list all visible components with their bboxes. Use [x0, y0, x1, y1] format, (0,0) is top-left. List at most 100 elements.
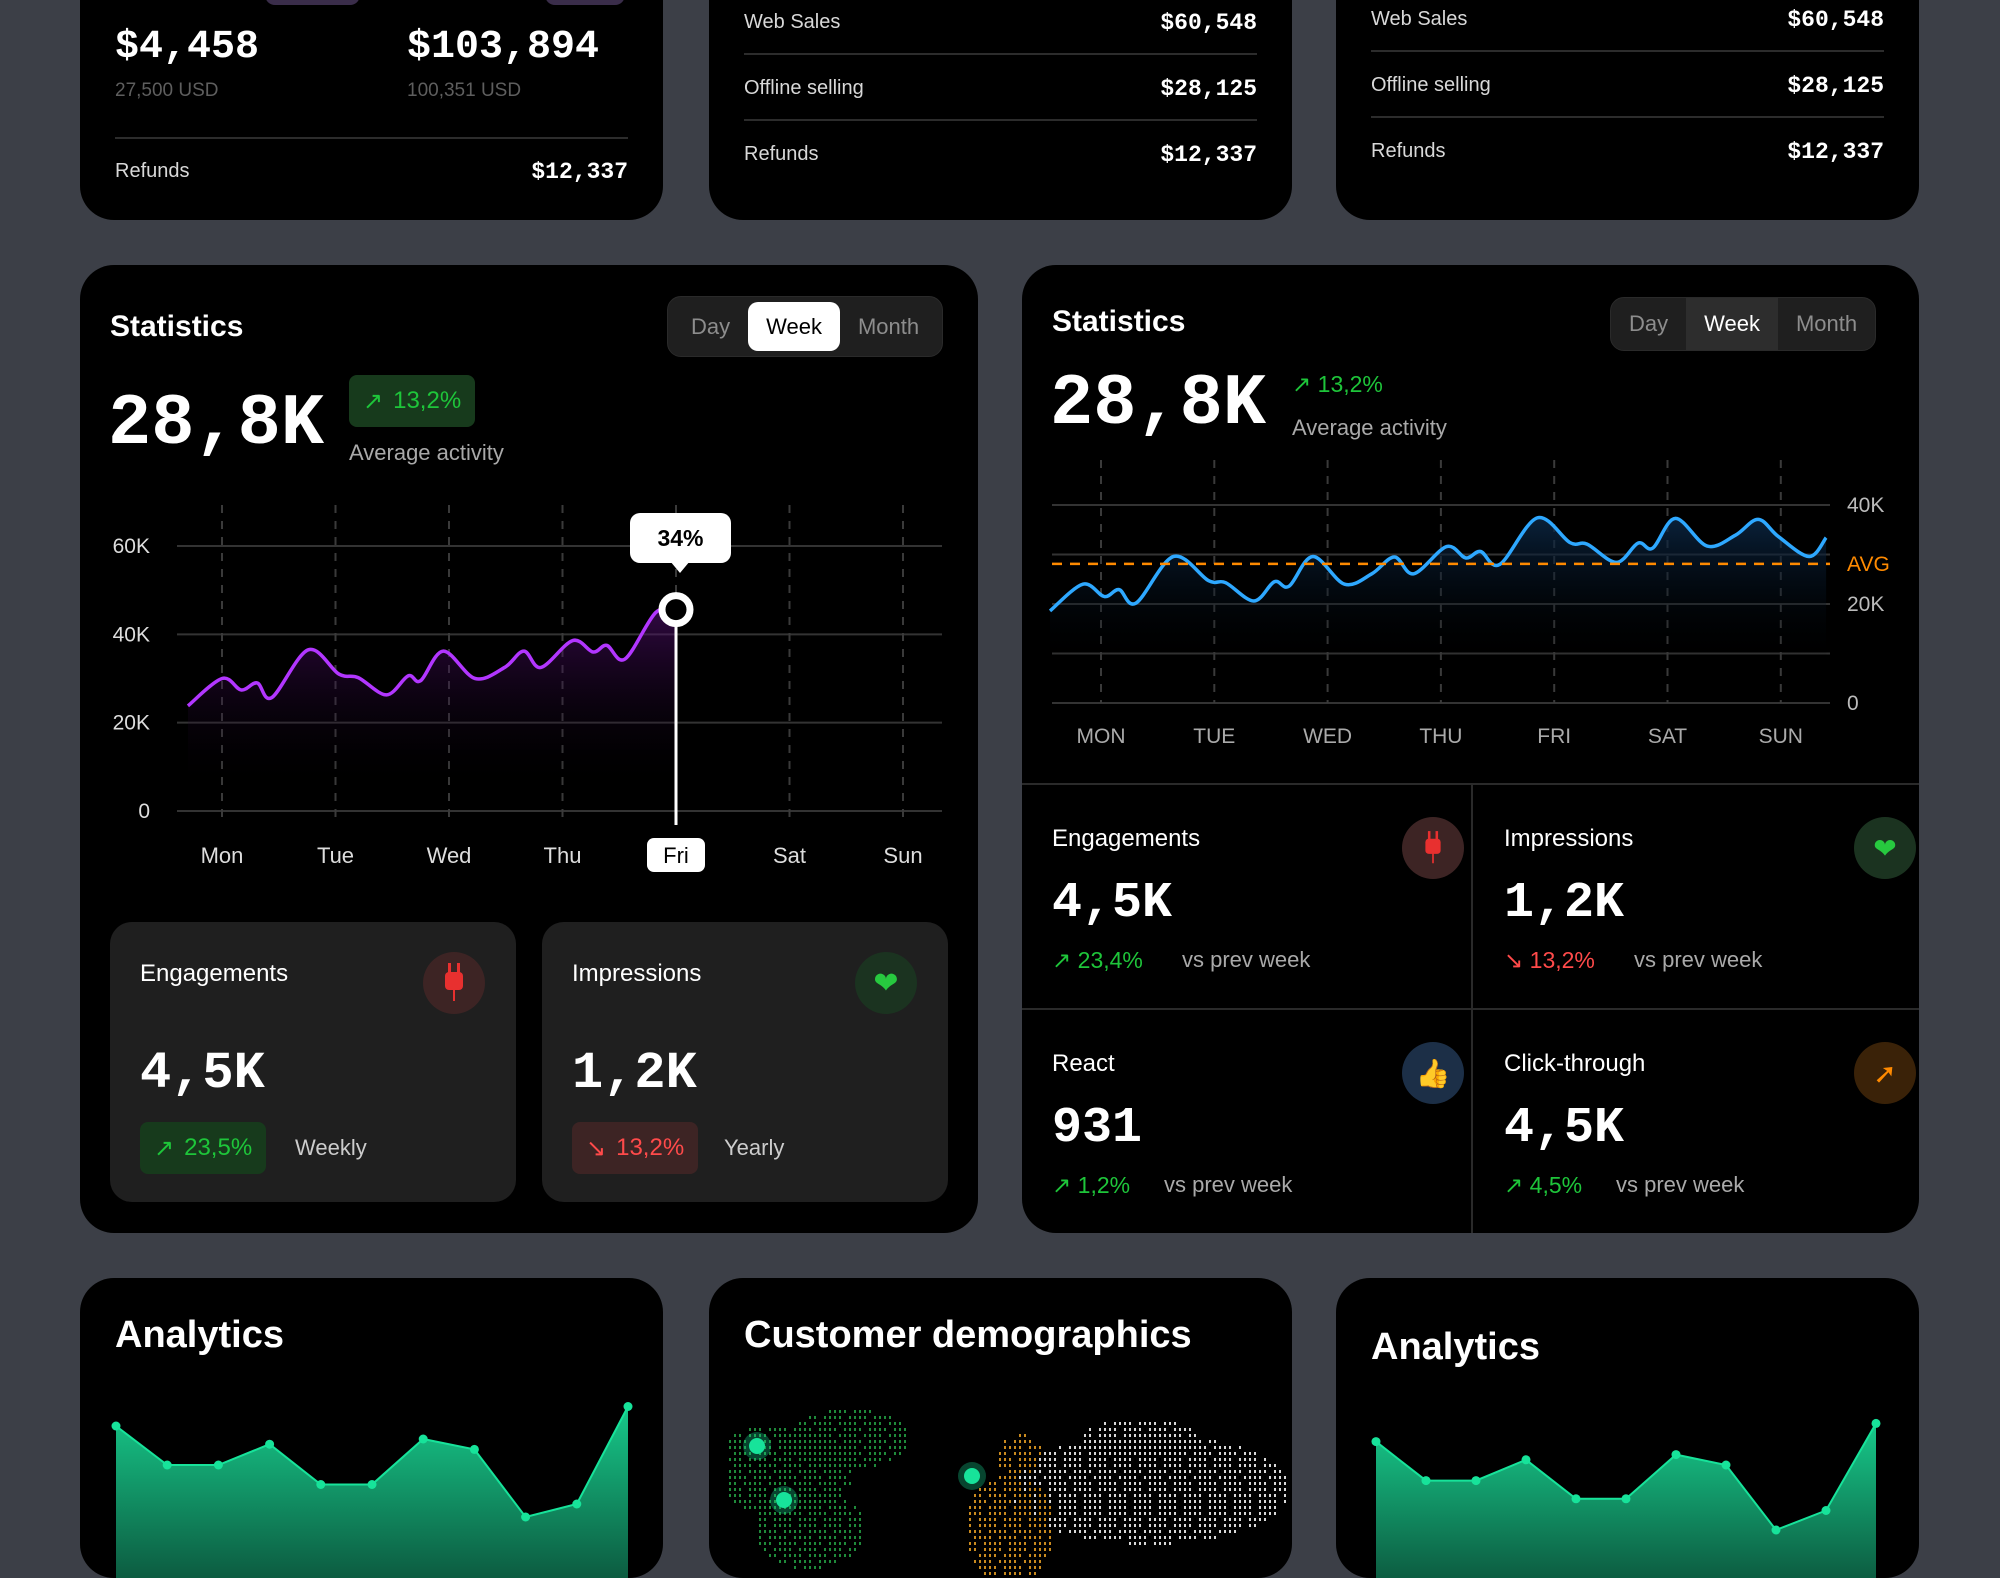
map-dot — [794, 1512, 796, 1515]
map-dot — [1049, 1524, 1051, 1527]
map-dot — [1194, 1440, 1196, 1443]
map-dot — [1134, 1524, 1136, 1527]
map-dot — [1274, 1470, 1276, 1473]
tab-marker[interactable] — [265, 0, 360, 5]
map-dot — [764, 1458, 766, 1461]
map-dot — [824, 1434, 826, 1437]
map-dot — [1089, 1434, 1091, 1437]
map-dot — [1189, 1482, 1191, 1485]
map-dot — [824, 1458, 826, 1461]
map-dot — [849, 1524, 851, 1527]
map-dot — [804, 1476, 806, 1479]
location-pin-icon — [749, 1438, 765, 1454]
map-dot — [1274, 1494, 1276, 1497]
map-dot — [1014, 1542, 1016, 1545]
map-dot — [809, 1542, 811, 1545]
map-dot — [829, 1548, 831, 1551]
map-dot — [1284, 1476, 1286, 1479]
map-dot — [1014, 1500, 1016, 1503]
map-dot — [1224, 1494, 1226, 1497]
map-dot — [739, 1434, 741, 1437]
map-dot — [989, 1524, 991, 1527]
map-dot — [1089, 1470, 1091, 1473]
map-dot — [1174, 1494, 1176, 1497]
map-dot — [999, 1548, 1001, 1551]
map-dot — [1159, 1470, 1161, 1473]
map-dot — [1039, 1506, 1041, 1509]
map-dot — [779, 1518, 781, 1521]
tile-note: vs prev week — [1634, 947, 1762, 973]
map-dot — [769, 1536, 771, 1539]
map-dot — [829, 1482, 831, 1485]
map-dot — [1089, 1518, 1091, 1521]
map-dot — [784, 1476, 786, 1479]
map-dot — [1134, 1494, 1136, 1497]
map-dot — [1114, 1536, 1116, 1539]
map-dot — [1114, 1494, 1116, 1497]
map-dot — [809, 1506, 811, 1509]
map-dot — [834, 1542, 836, 1545]
map-dot — [1039, 1536, 1041, 1539]
map-dot — [1159, 1530, 1161, 1533]
map-dot — [1199, 1494, 1201, 1497]
map-dot — [1214, 1482, 1216, 1485]
map-dot — [734, 1458, 736, 1461]
map-dot — [1074, 1458, 1076, 1461]
map-dot — [734, 1446, 736, 1449]
map-dot — [1139, 1536, 1141, 1539]
map-dot — [1234, 1512, 1236, 1515]
map-dot — [1079, 1446, 1081, 1449]
map-dot — [1279, 1488, 1281, 1491]
map-dot — [1259, 1482, 1261, 1485]
map-dot — [839, 1518, 841, 1521]
map-dot — [1169, 1506, 1171, 1509]
map-dot — [804, 1452, 806, 1455]
map-dot — [829, 1494, 831, 1497]
map-dot — [889, 1458, 891, 1461]
map-dot — [1039, 1482, 1041, 1485]
map-dot — [1139, 1494, 1141, 1497]
map-dot — [869, 1434, 871, 1437]
map-dot — [829, 1506, 831, 1509]
map-dot — [809, 1530, 811, 1533]
map-dot — [1194, 1446, 1196, 1449]
map-dot — [894, 1428, 896, 1431]
map-dot — [799, 1506, 801, 1509]
map-dot — [1164, 1464, 1166, 1467]
map-dot — [799, 1518, 801, 1521]
map-dot — [1014, 1482, 1016, 1485]
map-dot — [1129, 1458, 1131, 1461]
map-dot — [1254, 1524, 1256, 1527]
map-dot — [1084, 1524, 1086, 1527]
map-dot — [1014, 1440, 1016, 1443]
map-dot — [869, 1458, 871, 1461]
map-dot — [814, 1518, 816, 1521]
trend-up-icon: ↗ — [1504, 1172, 1530, 1198]
map-dot — [834, 1554, 836, 1557]
tab-marker[interactable] — [545, 0, 625, 5]
map-dot — [734, 1482, 736, 1485]
map-dot — [764, 1512, 766, 1515]
map-dot — [1069, 1446, 1071, 1449]
map-dot — [1249, 1458, 1251, 1461]
map-dot — [1099, 1494, 1101, 1497]
map-dot — [1279, 1482, 1281, 1485]
map-dot — [809, 1416, 811, 1419]
map-dot — [1149, 1500, 1151, 1503]
map-dot — [769, 1428, 771, 1431]
map-dot — [984, 1500, 986, 1503]
map-dot — [1194, 1512, 1196, 1515]
map-dot — [1064, 1488, 1066, 1491]
map-dot — [1134, 1530, 1136, 1533]
map-dot — [729, 1476, 731, 1479]
map-dot — [1189, 1536, 1191, 1539]
map-dot — [999, 1542, 1001, 1545]
map-dot — [1239, 1488, 1241, 1491]
data-point — [572, 1500, 581, 1509]
map-dot — [1174, 1446, 1176, 1449]
map-dot — [1059, 1530, 1061, 1533]
map-dot — [814, 1440, 816, 1443]
map-dot — [1224, 1470, 1226, 1473]
map-dot — [809, 1500, 811, 1503]
map-dot — [1169, 1530, 1171, 1533]
